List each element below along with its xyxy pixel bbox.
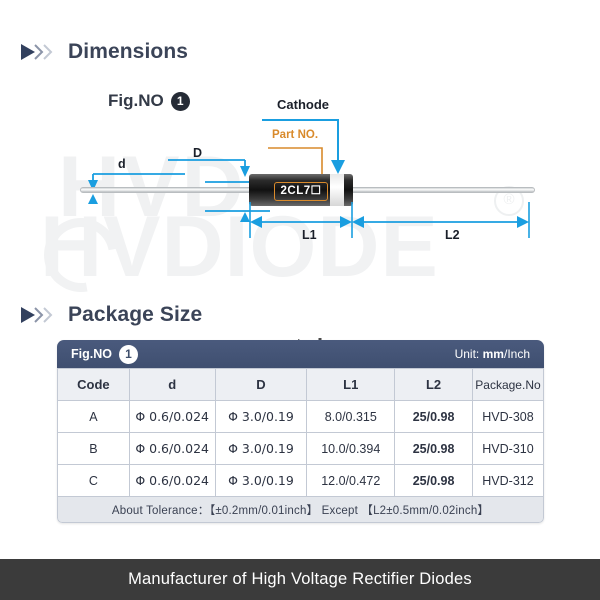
length-dimension-lines [249,202,530,238]
table-header-figure: Fig.NO 1 [71,344,138,364]
column-header-D: D [214,368,308,401]
cell-code: B [57,432,130,465]
part-number-marking: 2CL7☐ [274,182,328,201]
cell-D: Φ 3.0/0.19 [214,432,308,465]
package-size-section-heading: Package Size [20,303,202,327]
footer-banner: Manufacturer of High Voltage Rectifier D… [0,559,600,600]
cell-l1: 10.0/0.394 [306,432,396,465]
package-size-table: Fig.NO 1 Unit: mm/Inch Code d D L1 L2 Pa… [57,340,544,523]
cathode-leader-line [262,119,345,174]
cell-d: Φ 0.6/0.024 [128,432,216,465]
column-header-d: d [128,368,216,401]
footer-text: Manufacturer of High Voltage Rectifier D… [128,570,472,588]
dimension-D-leader [168,159,270,222]
cell-l2: 25/0.98 [394,432,473,465]
cell-code: C [57,464,130,497]
cell-D: Φ 3.0/0.19 [214,464,308,497]
table-header-row: Code d D L1 L2 Package.No [57,368,544,401]
anode-lead [80,187,252,193]
dimension-L1-label: L1 [302,228,317,242]
cell-l1: 12.0/0.472 [306,464,396,497]
cell-package-no: HVD-310 [471,432,544,465]
cell-l2: 25/0.98 [394,464,473,497]
table-header-figure-label: Fig.NO [71,347,112,361]
cell-l1: 8.0/0.315 [306,400,396,433]
cathode-label: Cathode [277,97,329,112]
figure-label-text: Fig.NO [108,91,164,110]
cell-d: Φ 0.6/0.024 [128,464,216,497]
column-header-code: Code [57,368,130,401]
unit-mm: mm [482,347,504,361]
triple-chevron-icon [21,307,53,323]
table-header-figure-badge: 1 [118,344,138,364]
part-no-label: Part NO. [272,129,319,141]
dimension-d-label: d [118,157,126,171]
cathode-lead [350,187,535,193]
dimension-d-leader [88,173,185,204]
part-no-leader-line [268,147,323,184]
cell-package-no: HVD-312 [471,464,544,497]
unit-prefix: Unit: [454,347,480,361]
figure-number-label: Fig.NO 1 [108,91,190,111]
figure-number-badge: 1 [170,91,190,111]
cell-code: A [57,400,130,433]
cathode-band [330,174,344,206]
cell-d: Φ 0.6/0.024 [128,400,216,433]
table-row: B Φ 0.6/0.024 Φ 3.0/0.19 10.0/0.394 25/0… [57,432,544,465]
triple-chevron-icon [21,44,53,60]
column-header-package-no: Package.No [471,368,544,401]
package-size-title: Package Size [68,303,203,326]
dimension-table: Code d D L1 L2 Package.No A Φ 0.6/0.024 … [57,368,544,497]
dimensions-title: Dimensions [68,40,189,63]
table-unit-note: Unit: mm/Inch [455,347,530,361]
column-header-l2: L2 [394,368,473,401]
dimensions-section-heading: Dimensions [20,40,188,64]
column-header-l1: L1 [306,368,396,401]
table-header-bar: Fig.NO 1 Unit: mm/Inch [57,340,544,368]
dimension-L2-label: L2 [445,228,460,242]
cell-l2: 25/0.98 [394,400,473,433]
cell-D: Φ 3.0/0.19 [214,400,308,433]
unit-separator: / [503,347,508,361]
dimension-D-label: D [193,146,203,160]
tolerance-note: About Tolerance：【±0.2mm/0.01inch】 Except… [57,497,544,523]
unit-inch: Inch [507,347,530,361]
table-row: A Φ 0.6/0.024 Φ 3.0/0.19 8.0/0.315 25/0.… [57,400,544,433]
dimension-figure: Fig.NO 1 Cathode Part NO. d D 2CL7☐ [0,80,600,360]
cell-package-no: HVD-308 [471,400,544,433]
table-row: C Φ 0.6/0.024 Φ 3.0/0.19 12.0/0.472 25/0… [57,464,544,497]
